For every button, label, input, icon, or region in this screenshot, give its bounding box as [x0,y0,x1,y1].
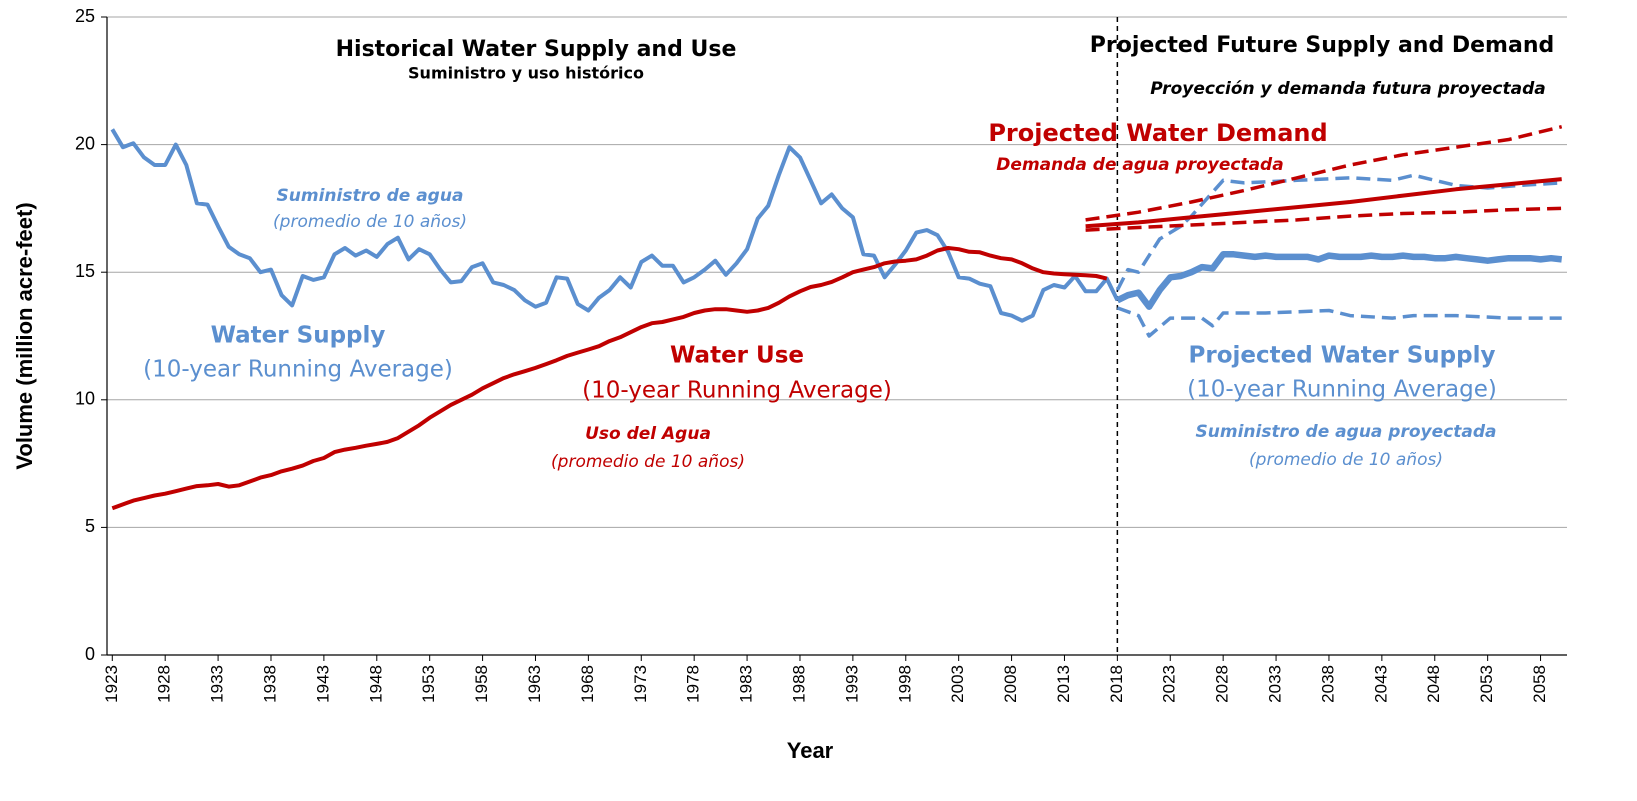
annotation: Projected Water Supply [1189,343,1496,369]
annotation: (10-year Running Average) [1187,377,1497,403]
y-axis-label: Volume (million acre-feet) [12,202,37,469]
x-tick-label: 1998 [895,665,914,703]
y-tick-label: 5 [85,516,95,536]
x-tick-label: 1948 [366,665,385,703]
annotation: (promedio de 10 años) [273,212,467,232]
x-tick-label: 1968 [578,665,597,703]
series-line [111,246,1108,511]
x-tick-label: 2048 [1424,665,1443,703]
y-tick-label: 10 [75,389,95,409]
y-tick-label: 0 [85,644,95,664]
annotation: (10-year Running Average) [582,378,892,404]
series-line [1116,306,1562,338]
x-tick-label: 1953 [419,665,438,703]
annotation: Projected Future Supply and Demand [1090,33,1554,58]
x-tick-label: 2013 [1054,665,1073,703]
annotation: Water Supply [211,323,386,349]
x-axis-label: Year [787,738,834,763]
annotation: (promedio de 10 años) [1249,450,1443,470]
series-line [1115,173,1562,291]
annotation: Suministro de agua [277,186,464,206]
series-line [1085,206,1562,232]
y-tick-label: 15 [75,261,95,281]
x-tick-label: 2043 [1371,665,1390,703]
x-tick-label: 2053 [1477,665,1496,703]
series-line [110,128,1120,323]
x-tick-label: 1958 [472,665,491,703]
annotation: Suministro de agua proyectada [1196,422,1497,442]
x-tick-label: 2003 [948,665,967,703]
annotation: Water Use [670,343,804,369]
x-tick-label: 2038 [1318,665,1337,703]
series-line [1085,124,1563,222]
annotation: Projected Water Demand [988,119,1327,147]
series-line [1085,177,1562,229]
x-tick-label: 2058 [1530,665,1549,703]
series-line [1115,251,1563,310]
annotation: Historical Water Supply and Use [336,37,737,62]
x-tick-label: 1928 [155,665,174,703]
annotation: Proyección y demanda futura proyectada [1150,79,1546,99]
x-tick-label: 1923 [102,665,121,703]
x-tick-label: 2008 [1001,665,1020,703]
x-tick-label: 1973 [631,665,650,703]
annotation: (promedio de 10 años) [551,452,745,472]
x-tick-label: 1963 [525,665,544,703]
annotation: Suministro y uso histórico [408,64,644,83]
y-tick-label: 25 [75,6,95,26]
x-tick-label: 1993 [842,665,861,703]
x-tick-label: 1943 [313,665,332,703]
x-tick-label: 1988 [789,665,808,703]
x-tick-label: 2033 [1266,665,1285,703]
x-tick-label: 2018 [1107,665,1126,703]
y-tick-label: 20 [75,133,95,153]
annotation: Demanda de agua proyectada [996,155,1283,175]
x-tick-label: 2023 [1160,665,1179,703]
x-tick-label: 1978 [684,665,703,703]
x-tick-label: 1933 [208,665,227,703]
annotation: (10-year Running Average) [143,357,453,383]
x-tick-label: 2028 [1213,665,1232,703]
annotation: Uso del Agua [585,424,711,444]
x-tick-label: 1938 [260,665,279,703]
x-tick-label: 1983 [737,665,756,703]
